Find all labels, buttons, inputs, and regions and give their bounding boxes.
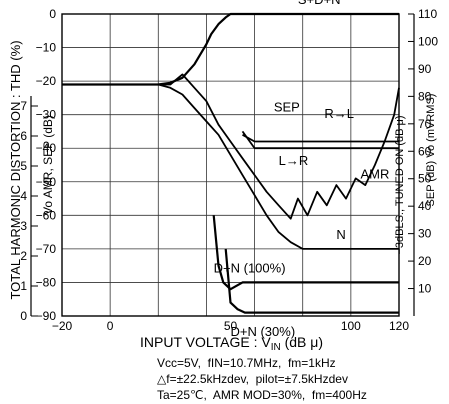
x-axis-title: INPUT VOLTAGE : VIN (dB μ)	[140, 334, 323, 353]
label-n: N	[336, 227, 345, 242]
y-tick-label-db: −80	[36, 275, 57, 289]
thd-tick-label: 5	[20, 159, 27, 173]
thd-tick-label: 7	[20, 99, 27, 113]
thd-tick-label: 6	[20, 129, 27, 143]
label-sep: SEP	[274, 99, 300, 114]
thd-tick-label: 2	[20, 249, 27, 263]
label-r-to-l: R→L	[324, 106, 354, 121]
right-tick-label: 60	[418, 144, 432, 158]
series-line-7	[224, 248, 399, 314]
label-dn-30: D+N (30%)	[231, 324, 296, 339]
thd-tick-label: 4	[20, 189, 27, 203]
chart-ticks: −20 0 50 100 1200−10−20−30−40−50−60−70−80−90…	[20, 7, 438, 333]
right-tick-label: 100	[418, 34, 438, 48]
series-line-6	[212, 215, 399, 291]
x-tick-label: 0	[107, 319, 114, 333]
right-tick-label: 90	[418, 62, 432, 76]
label-dn-100: D+N (100%)	[214, 260, 286, 275]
y-tick-label-db: −10	[36, 41, 57, 55]
series-line-4	[242, 134, 399, 143]
series-line-5	[241, 130, 399, 150]
thd-tick-label: 3	[20, 219, 27, 233]
label-l-to-r: L→R	[279, 153, 309, 168]
series-line-1	[62, 12, 399, 86]
y-tick-label-db: −20	[36, 74, 57, 88]
label-amr: AMR	[360, 166, 389, 181]
series-line-2	[62, 83, 399, 250]
right-tick-label: 50	[418, 172, 432, 186]
y-tick-label-db: −40	[36, 141, 57, 155]
thd-tick-label: 1	[20, 279, 27, 293]
x-tick-label: 50	[224, 319, 238, 333]
right-axis-title: SEP (dB) Vo (mVRMS)	[425, 94, 437, 207]
thd-axis-title: TOTAL HARMONIC DISTORTION : THD (%)	[8, 40, 23, 299]
y-tick-label-db: 0	[49, 7, 56, 21]
right-tick-label: 10	[418, 282, 432, 296]
condition-line-3: Ta=25℃, AMR MOD=30%, fm=400Hz	[157, 388, 367, 402]
label-sdn: S+D+N	[298, 0, 341, 7]
thd-tick-label: 0	[20, 309, 27, 323]
right-tick-label: 80	[418, 89, 432, 103]
y-tick-label-db: −90	[36, 309, 57, 323]
y-tick-label-db: −70	[36, 242, 57, 256]
x-tick-label: 100	[341, 319, 361, 333]
right-tick-label: 30	[418, 227, 432, 241]
right-tick-label: 20	[418, 254, 432, 268]
right-outer-axis-title: −3dBLS., TUNED ON (dB μ)	[394, 115, 406, 254]
right-tick-label: 40	[418, 199, 432, 213]
series-line-3	[62, 73, 400, 220]
right-tick-label: 110	[418, 7, 437, 21]
y-tick-label-db: −60	[36, 208, 57, 222]
y-tick-label-db: −50	[36, 175, 57, 189]
db-axis-title: Vo AMR, SEP (dB)	[41, 115, 55, 215]
x-tick-label: −20	[52, 319, 73, 333]
right-tick-label: 70	[418, 117, 432, 131]
condition-line-1: Vcc=5V, fIN=10.7MHz, fm=1kHz	[157, 356, 336, 370]
chart-series	[62, 12, 400, 314]
y-tick-label-db: −30	[36, 108, 57, 122]
chart-labels: TOTAL HARMONIC DISTORTION : THD (%) Vo AM…	[8, 0, 437, 353]
x-tick-label: 120	[389, 319, 409, 333]
condition-line-2: △f=±22.5kHzdev, pilot=±7.5kHzdev	[157, 372, 348, 386]
